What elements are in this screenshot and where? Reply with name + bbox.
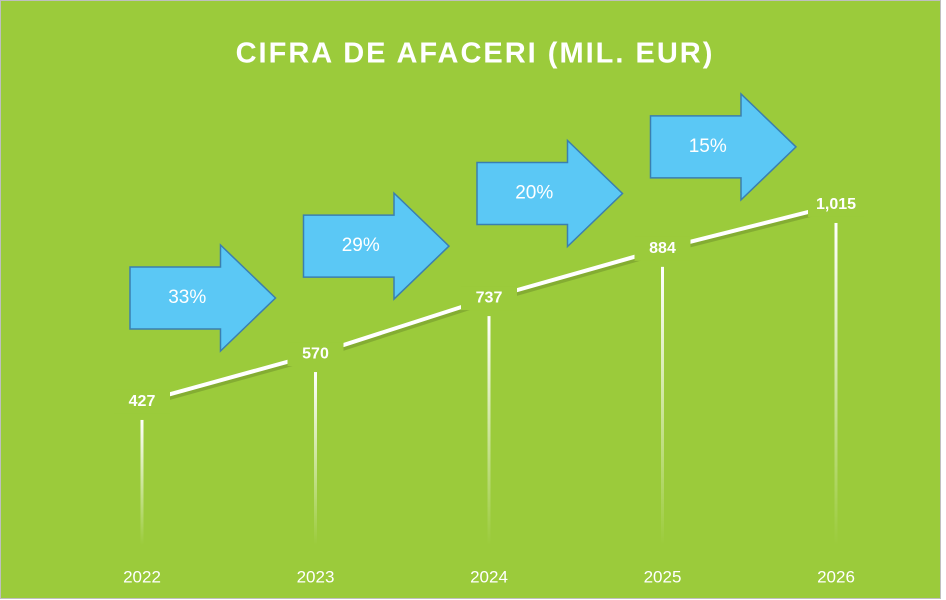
value-label: 570: [302, 345, 329, 362]
growth-label: 15%: [689, 136, 727, 157]
value-label-bg: [634, 236, 691, 261]
x-tick-label: 2022: [123, 567, 161, 586]
value-label: 737: [476, 289, 503, 306]
growth-label: 20%: [515, 182, 553, 203]
x-tick-label: 2023: [297, 567, 335, 586]
x-tick-label: 2026: [817, 567, 855, 586]
growth-arrow: [649, 92, 798, 202]
drop-line: [140, 419, 144, 545]
value-label-bg: [808, 192, 864, 217]
value-label-bg: [114, 389, 170, 414]
chart-title: CIFRA DE AFACERI (MIL. EUR): [236, 38, 715, 70]
growth-arrow: [476, 138, 624, 249]
drop-line: [661, 266, 664, 545]
value-label-bg: [461, 286, 517, 311]
value-label: 427: [129, 393, 156, 410]
value-label: 1,015: [816, 196, 856, 213]
growth-label: 29%: [342, 235, 380, 256]
growth-label: 33%: [168, 287, 206, 308]
x-tick-label: 2025: [644, 567, 682, 586]
value-label-bg: [287, 342, 344, 367]
growth-arrow: [302, 191, 451, 301]
drop-line: [314, 372, 317, 545]
x-tick-label: 2024: [470, 567, 508, 586]
drop-line: [487, 316, 491, 545]
value-label: 884: [649, 240, 676, 257]
drop-line: [834, 222, 838, 545]
growth-arrow: [129, 243, 277, 353]
